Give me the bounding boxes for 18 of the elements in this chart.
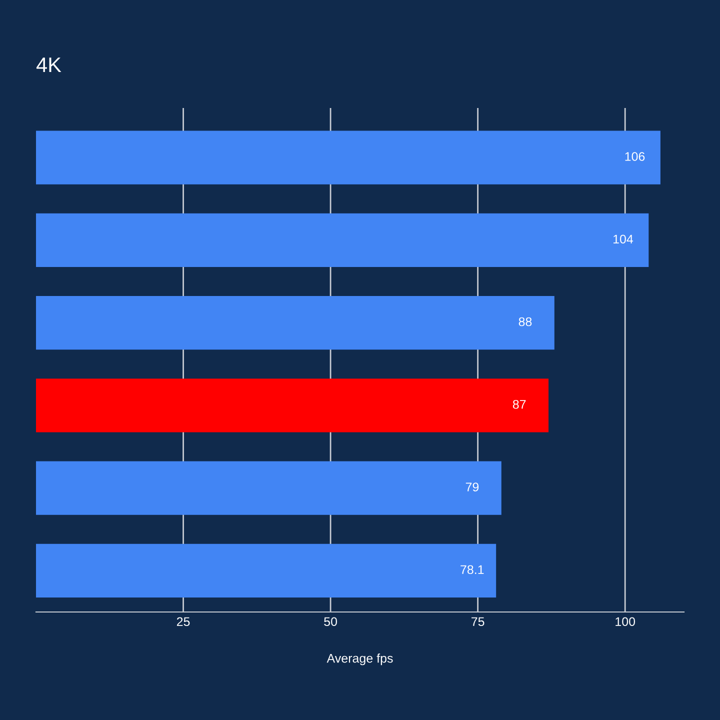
x-tick-label: 75 (472, 617, 484, 626)
bar (36, 213, 649, 268)
bar (36, 544, 496, 598)
data-label: 88 (518, 317, 532, 326)
data-label: 78.1 (460, 565, 484, 574)
data-label: 104 (613, 234, 634, 244)
data-label: 106 (625, 152, 645, 161)
x-tick-label: 25 (176, 617, 190, 626)
x-tick-label: 100 (616, 617, 636, 626)
bar (36, 461, 502, 515)
x-tick-label: 50 (324, 617, 338, 626)
bar (36, 130, 660, 184)
x-axis-title: Average fps (326, 654, 393, 666)
chart-title: 4K (36, 58, 62, 72)
data-label: 79 (466, 482, 479, 492)
bar (36, 296, 554, 350)
data-label: 87 (512, 400, 526, 409)
bar (36, 378, 549, 432)
